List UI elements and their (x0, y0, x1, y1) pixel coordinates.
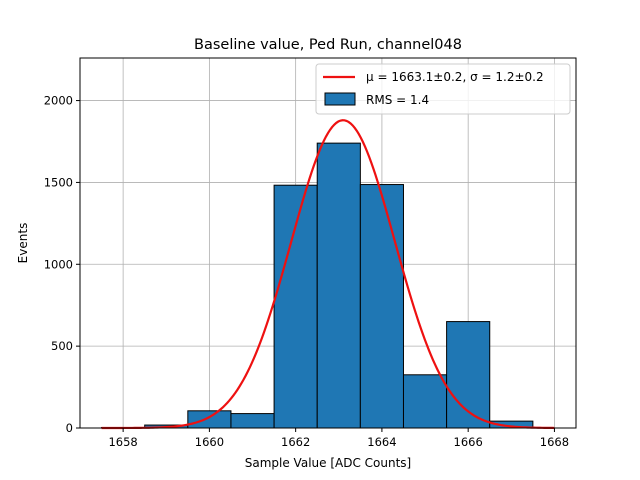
x-tick-label: 1660 (195, 435, 224, 449)
y-tick-label: 500 (51, 339, 73, 353)
histogram-bar (187, 410, 232, 429)
x-tick-label: 1668 (540, 435, 569, 449)
legend-histogram-label: RMS = 1.4 (366, 93, 429, 107)
legend-histogram-swatch (324, 92, 356, 106)
y-tick-label: 0 (66, 421, 73, 435)
axis-ticks: 1658 1660 1662 1664 1666 1668 0 500 1000 1500 2000 (44, 94, 569, 449)
x-tick-label: 1666 (454, 435, 483, 449)
chart-title: Baseline value, Ped Run, channel048 (194, 37, 462, 53)
legend-fit-label: μ = 1663.1±0.2, σ = 1.2±0.2 (366, 70, 544, 84)
y-tick-label: 1000 (44, 257, 73, 271)
y-tick-label: 2000 (44, 94, 73, 108)
legend-box (315, 63, 571, 115)
y-tick-label: 1500 (44, 175, 73, 189)
histogram-bar (402, 374, 448, 429)
histogram-bar (359, 184, 404, 429)
histogram-bar (273, 184, 318, 429)
y-axis-label: Events (16, 223, 30, 264)
plot-frame (79, 57, 577, 429)
x-tick-label: 1662 (281, 435, 310, 449)
x-tick-label: 1658 (108, 435, 137, 449)
histogram-bar (230, 413, 275, 429)
histogram-bar (316, 142, 361, 429)
legend: μ = 1663.1±0.2, σ = 1.2±0.2 RMS = 1.4 (315, 63, 571, 115)
x-tick-label: 1664 (367, 435, 396, 449)
gaussian-fit-curve (101, 119, 555, 430)
x-axis-label: Sample Value [ADC Counts] (245, 456, 411, 470)
